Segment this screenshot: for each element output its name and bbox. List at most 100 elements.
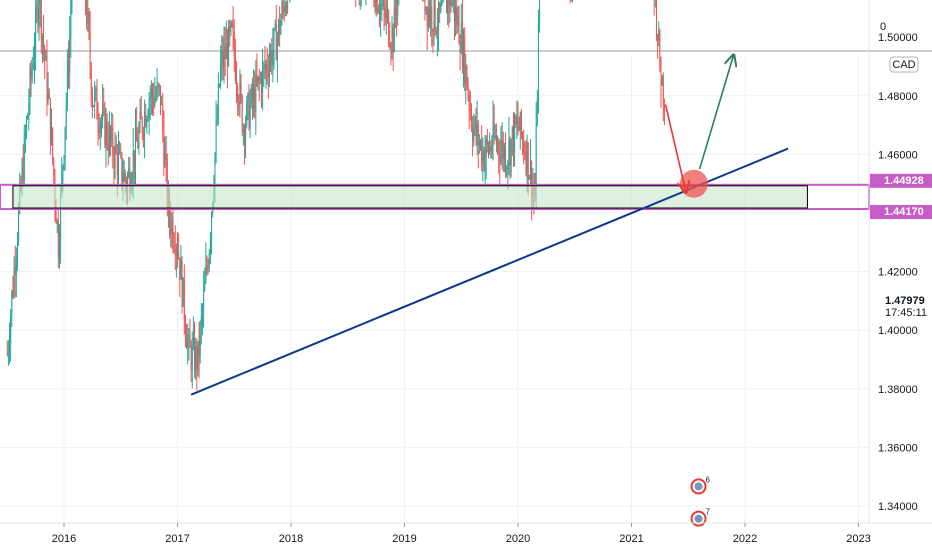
candle-body bbox=[455, 7, 457, 21]
candle-body bbox=[38, 4, 40, 25]
candle-body bbox=[39, 0, 41, 5]
candle-body bbox=[174, 248, 176, 256]
candle-body bbox=[87, 12, 89, 24]
down-arrow[interactable] bbox=[664, 104, 686, 193]
support-zone[interactable] bbox=[0, 183, 870, 211]
candle-body bbox=[282, 2, 284, 7]
candle-body bbox=[133, 150, 135, 167]
candle-body bbox=[88, 12, 90, 33]
candle-body bbox=[48, 92, 50, 99]
candle-body bbox=[55, 203, 57, 224]
candle-body bbox=[537, 23, 539, 100]
candle-body bbox=[103, 106, 105, 108]
candle-body bbox=[6, 353, 8, 355]
y-tick-label: 1.38000 bbox=[878, 384, 918, 396]
candle-body bbox=[164, 154, 166, 166]
candle-body bbox=[284, 6, 286, 13]
candle-body bbox=[217, 84, 219, 120]
candle-body bbox=[138, 130, 140, 148]
candle-body bbox=[428, 8, 430, 22]
price-tag-bg bbox=[870, 173, 932, 188]
candle-body bbox=[382, 0, 384, 5]
candle-body bbox=[14, 267, 16, 275]
candle-body bbox=[237, 87, 239, 102]
candle-body bbox=[249, 104, 251, 129]
candle-body bbox=[263, 64, 265, 67]
candle-body bbox=[16, 242, 18, 258]
candle-body bbox=[661, 75, 663, 86]
time-axis[interactable]: 2016 2017 2018 2019 2020 2021 2022 2023 bbox=[52, 523, 871, 545]
candle-body bbox=[453, 0, 455, 21]
candle-body bbox=[97, 118, 99, 126]
candle-body bbox=[230, 22, 232, 32]
candle-body bbox=[489, 146, 491, 152]
candle-body bbox=[180, 260, 182, 280]
candle-body bbox=[531, 161, 533, 199]
candle-body bbox=[373, 0, 375, 1]
candle-body bbox=[135, 128, 137, 167]
candle-body bbox=[207, 267, 209, 269]
candle-body bbox=[170, 220, 172, 234]
candle-body bbox=[99, 122, 101, 133]
candle-body bbox=[509, 139, 511, 166]
candle-body bbox=[247, 93, 249, 101]
candle-body bbox=[195, 345, 197, 371]
currency-badge[interactable] bbox=[889, 56, 919, 73]
candle-body bbox=[505, 147, 507, 170]
candle-body bbox=[529, 161, 531, 178]
candle-body bbox=[27, 115, 29, 119]
candle-body bbox=[119, 151, 121, 153]
top-pane-tick: 0 bbox=[880, 21, 886, 33]
candle-body bbox=[110, 127, 112, 140]
candle-body bbox=[15, 257, 17, 275]
candle-body bbox=[394, 7, 396, 15]
zone-rect[interactable] bbox=[12, 185, 808, 209]
candle-body bbox=[63, 156, 65, 167]
candle-body bbox=[37, 7, 39, 25]
candle-body bbox=[187, 339, 189, 349]
candle-body bbox=[502, 140, 504, 160]
candle-body bbox=[458, 15, 460, 45]
candle-body bbox=[52, 128, 54, 159]
candle-body bbox=[66, 61, 68, 102]
event-badge[interactable]: 6 bbox=[690, 475, 711, 495]
candle-body bbox=[224, 47, 226, 60]
projection[interactable] bbox=[664, 55, 734, 198]
x-tick-label: 2022 bbox=[733, 533, 757, 545]
candle-body bbox=[657, 34, 659, 41]
up-arrow[interactable] bbox=[698, 55, 734, 170]
event-badge[interactable]: 7 bbox=[690, 508, 711, 527]
candle-body bbox=[57, 220, 59, 259]
candle-body bbox=[485, 139, 487, 157]
candle-body bbox=[377, 11, 379, 13]
candle-body bbox=[206, 265, 208, 268]
candle-body bbox=[276, 38, 278, 61]
candle-body bbox=[393, 7, 395, 53]
candle-body bbox=[194, 337, 196, 371]
candle-body bbox=[260, 78, 262, 93]
candle-body bbox=[440, 3, 442, 12]
candle-body bbox=[232, 24, 234, 32]
candle-body bbox=[7, 350, 9, 355]
candle-body bbox=[242, 129, 244, 132]
candle-body bbox=[163, 129, 165, 166]
grid bbox=[0, 55, 869, 523]
candle-body bbox=[154, 97, 156, 106]
candle-body bbox=[503, 147, 505, 160]
candle-body bbox=[239, 82, 241, 106]
price-axis[interactable]: 1.340001.360001.380001.400001.420001.440… bbox=[878, 0, 918, 513]
candle-body bbox=[172, 220, 174, 245]
candle-body bbox=[68, 61, 70, 74]
candle-body bbox=[374, 0, 376, 11]
candle-body bbox=[69, 37, 71, 74]
candle-body bbox=[24, 133, 26, 136]
candle-body bbox=[62, 166, 64, 172]
candle-body bbox=[95, 88, 97, 92]
event-badges[interactable]: 67 bbox=[690, 475, 711, 527]
y-tick-label: 1.40000 bbox=[878, 325, 918, 337]
candle-body bbox=[501, 140, 503, 150]
candle-body bbox=[159, 85, 161, 105]
candle-body bbox=[146, 119, 148, 126]
candle-body bbox=[150, 88, 152, 98]
